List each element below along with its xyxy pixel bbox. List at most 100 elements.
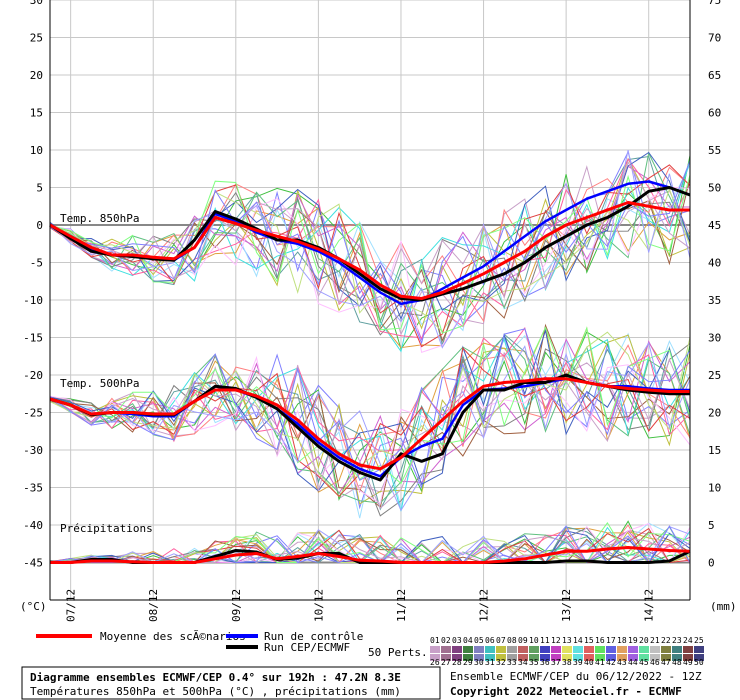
pert-number: 13 [562,636,572,645]
pert-swatch [584,646,594,653]
pert-swatch [441,654,451,661]
section-label-precip: Précipitations [60,522,153,535]
pert-number: 02 [441,636,451,645]
series-line-t850 [49,201,690,300]
pert-number: 04 [463,636,473,645]
pert-number: 48 [672,658,682,667]
axes [49,0,691,601]
pert-number: 27 [441,658,451,667]
perturbation-line [49,355,691,505]
copyright: Copyright 2022 Meteociel.fr - ECMWF [450,685,682,698]
pert-number: 21 [650,636,660,645]
y-left-tick-label: 10 [30,144,43,157]
perturbation-line [49,341,691,512]
y-left-tick-label: 20 [30,69,43,82]
pert-swatch [463,646,473,653]
pert-swatch [518,654,528,661]
y-left-tick-label: -35 [23,482,43,495]
main-lines [49,180,691,564]
run-info: Ensemble ECMWF/CEP du 06/12/2022 - 12Z [450,670,702,683]
y-right-tick-label: 20 [708,407,721,420]
pert-number: 50 [694,658,704,667]
pert-swatch [672,646,682,653]
pert-number: 26 [430,658,440,667]
pert-swatch [507,646,517,653]
perturbation-line [49,344,691,494]
y-left-tick-label: 5 [36,182,43,195]
y-right-tick-label: 10 [708,482,721,495]
pert-number: 23 [672,636,682,645]
y-left-tick-label: -45 [23,557,43,570]
pert-swatch [452,646,462,653]
pert-swatch [617,654,627,661]
pert-swatch [463,654,473,661]
pert-swatch [573,646,583,653]
pert-number: 05 [474,636,484,645]
y-right-tick-label: 55 [708,144,721,157]
pert-swatch [496,654,506,661]
pert-swatch [507,654,517,661]
y-left-tick-label: -20 [23,369,43,382]
pert-swatch [474,654,484,661]
pert-swatch [595,654,605,661]
section-label-t850: Temp. 850hPa [60,212,139,225]
pert-number: 42 [606,658,616,667]
pert-swatch [628,646,638,653]
pert-number: 03 [452,636,462,645]
legend-oper-label: Run CEP/ECMWF [264,641,350,654]
pert-swatch [551,646,561,653]
y-left-tick-label: -15 [23,332,43,345]
pert-number: 10 [529,636,539,645]
pert-number: 08 [507,636,517,645]
y-left-tick-label: -40 [23,519,43,532]
y-left-tick-label: 15 [30,107,43,120]
pert-number: 09 [518,636,528,645]
perturbation-line [49,166,691,323]
title-box [21,666,441,700]
pert-swatch [518,646,528,653]
pert-swatch [540,654,550,661]
x-axis-ticks: 07/12 08/12 09/12 10/12 11/12 12/12 13/12 14/12 [65,589,656,622]
perturbation-line [49,343,691,517]
pert-number: 38 [562,658,572,667]
y-right-tick-label: 65 [708,69,721,82]
y-left-tick-label: -5 [30,257,43,270]
pert-swatch [540,646,550,653]
right-unit-label: (mm) [710,600,737,613]
pert-swatch [595,646,605,653]
y-right-tick-label: 40 [708,257,721,270]
perturbation-line [49,358,691,510]
x-tick-label: 08/12 [147,589,160,622]
y-right-tick-label: 45 [708,219,721,232]
legend: Moyenne des scÃ©narios Run de contrôle R… [36,630,704,667]
pert-swatch [551,654,561,661]
x-tick-label: 11/12 [395,589,408,622]
y-right-tick-label: 60 [708,107,721,120]
pert-number: 49 [683,658,693,667]
y-right-tick-label: 30 [708,332,721,345]
pert-number: 20 [639,636,649,645]
pert-number: 28 [452,658,462,667]
pert-swatch [661,646,671,653]
pert-number: 18 [617,636,627,645]
pert-number: 43 [617,658,627,667]
x-tick-label: 10/12 [312,589,325,622]
perturbation-line [49,337,691,495]
perturbation-line [50,526,691,564]
pert-number: 14 [573,636,583,645]
x-tick-label: 09/12 [230,589,243,622]
pert-swatch [584,654,594,661]
pert-number: 19 [628,636,638,645]
perturbation-line [49,149,691,349]
perturbation-line [49,158,691,339]
pert-swatch [485,654,495,661]
pert-swatch [683,654,693,661]
left-unit-label: (°C) [20,600,47,613]
section-label-t500: Temp. 500hPa [60,377,139,390]
chart-title: Diagramme ensembles ECMWF/CEP 0.4° sur 1… [30,671,401,684]
x-tick-label: 12/12 [478,589,491,622]
pert-number: 33 [507,658,517,667]
pert-number: 06 [485,636,495,645]
pert-swatch [683,646,693,653]
